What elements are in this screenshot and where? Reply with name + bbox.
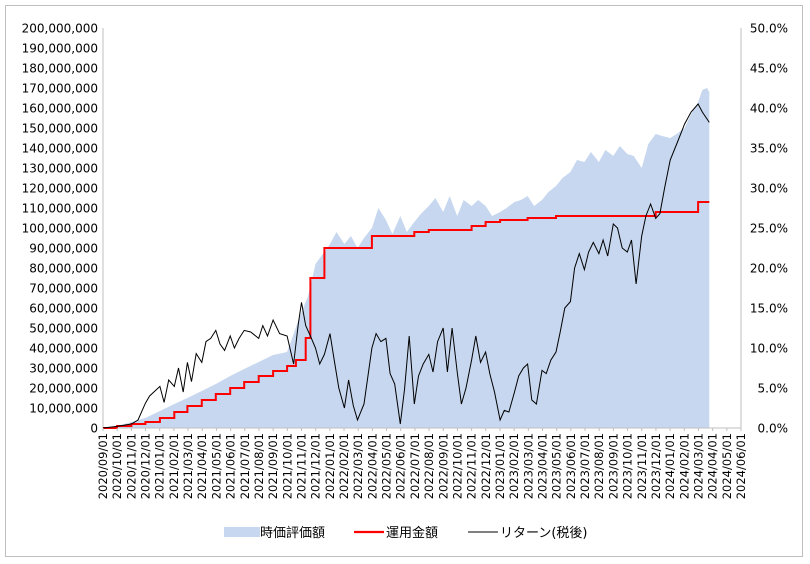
x-tick-label: 2023/02/01 (507, 433, 521, 499)
y-left-tick-label: 50,000,000 (29, 322, 98, 336)
x-tick-label: 2024/06/01 (734, 433, 748, 499)
y-left-tick-label: 140,000,000 (22, 142, 98, 156)
y-right-tick-label: 25.0% (750, 222, 788, 236)
x-tick-label: 2020/11/01 (124, 433, 138, 499)
area-layer (103, 88, 710, 428)
y-left-tick-label: 80,000,000 (29, 262, 98, 276)
combo-chart: 0 10,000,000 20,000,000 30,000,000 40,000,00… (22, 22, 788, 542)
x-tick-label: 2022/07/01 (408, 433, 422, 499)
y-left-tick-label: 160,000,000 (22, 102, 98, 116)
x-tick-label: 2024/04/01 (706, 433, 720, 499)
x-tick-label: 2022/06/01 (394, 433, 408, 499)
x-tick-label: 2020/10/01 (110, 433, 124, 499)
x-axis: 2020/09/01 2020/10/01 2020/11/01 2020/12/01… (96, 428, 748, 499)
y-right-tick-label: 0.0% (758, 422, 789, 436)
x-tick-label: 2021/02/01 (167, 433, 181, 499)
x-tick-label: 2022/05/01 (380, 433, 394, 499)
x-tick-label: 2022/09/01 (436, 433, 450, 499)
x-tick-label: 2024/03/01 (692, 433, 706, 499)
x-tick-label: 2021/03/01 (181, 433, 195, 499)
series-line-invested (103, 201, 710, 429)
x-tick-label: 2020/12/01 (139, 433, 153, 499)
y-left-tick-label: 40,000,000 (29, 342, 98, 356)
x-tick-label: 2023/07/01 (578, 433, 592, 499)
x-tick-label: 2021/07/01 (238, 433, 252, 499)
y-left-tick-label: 180,000,000 (22, 62, 98, 76)
y-right-tick-label: 20.0% (750, 262, 788, 276)
x-tick-label: 2023/04/01 (536, 433, 550, 499)
y-left-tick-label: 10,000,000 (29, 402, 98, 416)
x-tick-label: 2023/05/01 (550, 433, 564, 499)
x-tick-label: 2023/11/01 (635, 433, 649, 499)
x-tick-label: 2022/08/01 (422, 433, 436, 499)
x-tick-label: 2021/01/01 (153, 433, 167, 499)
x-tick-label: 2022/02/01 (337, 433, 351, 499)
y-right-tick-label: 50.0% (750, 22, 788, 36)
x-tick-label: 2021/06/01 (224, 433, 238, 499)
x-tick-label: 2024/02/01 (677, 433, 691, 499)
x-tick-label: 2021/12/01 (309, 433, 323, 499)
x-tick-label: 2023/12/01 (649, 433, 663, 499)
x-tick-label: 2023/06/01 (564, 433, 578, 499)
x-tick-label: 2023/08/01 (592, 433, 606, 499)
y-right-tick-label: 35.0% (750, 142, 788, 156)
x-tick-label: 2022/01/01 (323, 433, 337, 499)
legend-swatch-market-value (224, 527, 260, 537)
x-tick-label: 2024/05/01 (720, 433, 734, 499)
series-line-return (102, 103, 710, 429)
x-tick-label: 2022/12/01 (479, 433, 493, 499)
y-right-tick-label: 45.0% (750, 62, 788, 76)
x-tick-label: 2023/09/01 (606, 433, 620, 499)
axes-layer (102, 28, 742, 429)
series-area-market-value (103, 88, 710, 428)
x-tick-label: 2023/01/01 (493, 433, 507, 499)
line-layer (102, 103, 710, 429)
x-tick-label: 2022/10/01 (450, 433, 464, 499)
y-left-tick-label: 30,000,000 (29, 362, 98, 376)
x-tick-label: 2023/03/01 (521, 433, 535, 499)
y-right-tick-label: 10.0% (750, 342, 788, 356)
x-tick-label: 2022/11/01 (465, 433, 479, 499)
y-left-tick-label: 150,000,000 (22, 122, 98, 136)
y-left-tick-label: 100,000,000 (22, 222, 98, 236)
x-tick-label: 2022/03/01 (351, 433, 365, 499)
x-tick-label: 2020/09/01 (96, 433, 110, 499)
y-left-tick-label: 190,000,000 (22, 42, 98, 56)
x-tick-label: 2024/01/01 (663, 433, 677, 499)
x-tick-label: 2023/10/01 (621, 433, 635, 499)
y-left-tick-label: 60,000,000 (29, 302, 98, 316)
y-right-tick-label: 5.0% (758, 382, 789, 396)
y-left-tick-label: 200,000,000 (22, 22, 98, 36)
y-left-tick-label: 110,000,000 (22, 202, 98, 216)
y-axis-right: 0.0% 5.0% 10.0% 15.0% 20.0% 25.0% 30.0% 35.0% 40… (750, 22, 788, 436)
step-layer (103, 201, 710, 429)
legend-label-return: リターン(税後) (500, 526, 588, 541)
y-left-tick-label: 20,000,000 (29, 382, 98, 396)
x-tick-label: 2021/08/01 (252, 433, 266, 499)
y-left-tick-label: 70,000,000 (29, 282, 98, 296)
x-tick-label: 2021/10/01 (280, 433, 294, 499)
x-tick-label: 2021/04/01 (195, 433, 209, 499)
y-right-tick-label: 40.0% (750, 102, 788, 116)
legend-label-market-value: 時価評価額 (260, 526, 325, 541)
y-right-tick-label: 30.0% (750, 182, 788, 196)
y-axis-left: 0 10,000,000 20,000,000 30,000,000 40,000,00… (22, 22, 98, 436)
y-left-tick-label: 130,000,000 (22, 162, 98, 176)
y-left-tick-label: 90,000,000 (29, 242, 98, 256)
x-tick-label: 2021/11/01 (295, 433, 309, 499)
y-left-tick-label: 0 (90, 422, 98, 436)
legend-label-invested: 運用金額 (386, 525, 438, 541)
y-left-tick-label: 120,000,000 (22, 182, 98, 196)
legend: 時価評価額 運用金額 リターン(税後) (224, 525, 588, 541)
x-tick-label: 2022/04/01 (365, 433, 379, 499)
y-right-tick-label: 15.0% (750, 302, 788, 316)
y-left-tick-label: 170,000,000 (22, 82, 98, 96)
x-tick-label: 2021/09/01 (266, 433, 280, 499)
chart-frame: 0 10,000,000 20,000,000 30,000,000 40,000,00… (5, 5, 803, 557)
x-tick-label: 2021/05/01 (209, 433, 223, 499)
